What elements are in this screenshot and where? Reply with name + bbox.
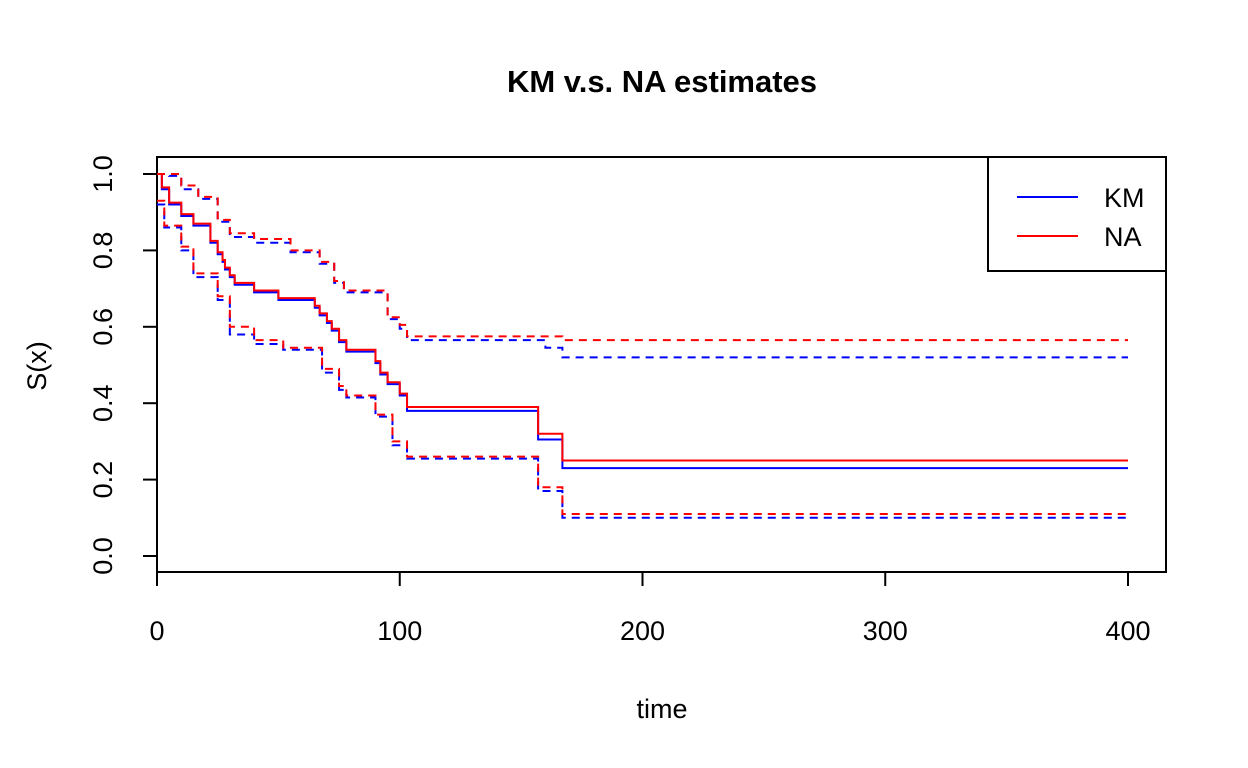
series-layer (157, 173, 1128, 519)
legend: KM NA (987, 156, 1167, 272)
plot-frame (156, 156, 1167, 573)
y-axis-label: S(x) (22, 341, 52, 391)
x-tick-label: 0 (149, 616, 164, 646)
x-tick-label: 200 (620, 616, 665, 646)
x-tick-label: 400 (1105, 616, 1150, 646)
series-km-upper-bound (157, 173, 1128, 359)
x-tick-label: 300 (863, 616, 908, 646)
x-tick-label: 100 (377, 616, 422, 646)
chart-title: KM v.s. NA estimates (507, 64, 817, 99)
series-estimate (157, 173, 1128, 470)
legend-label-na: NA (1104, 222, 1142, 252)
legend-box (987, 156, 1167, 272)
y-tick-label: 0.4 (88, 384, 118, 422)
series-na-lower-bound (157, 199, 1128, 515)
y-tick-label: 0.6 (88, 308, 118, 346)
x-axis: 0 100 200 300 400 (149, 572, 1151, 646)
y-tick-label: 1.0 (88, 155, 118, 193)
y-tick-label: 0.8 (88, 232, 118, 270)
y-tick-label: 0.0 (88, 537, 118, 575)
series-estimate (157, 173, 1128, 462)
series-na-upper-bound (157, 173, 1128, 342)
legend-label-km: KM (1104, 183, 1145, 213)
y-tick-label: 0.2 (88, 461, 118, 499)
series-km-lower-bound (157, 203, 1128, 519)
y-axis: 0.0 0.2 0.4 0.6 0.8 1.0 (88, 155, 157, 575)
x-axis-label: time (636, 694, 687, 724)
